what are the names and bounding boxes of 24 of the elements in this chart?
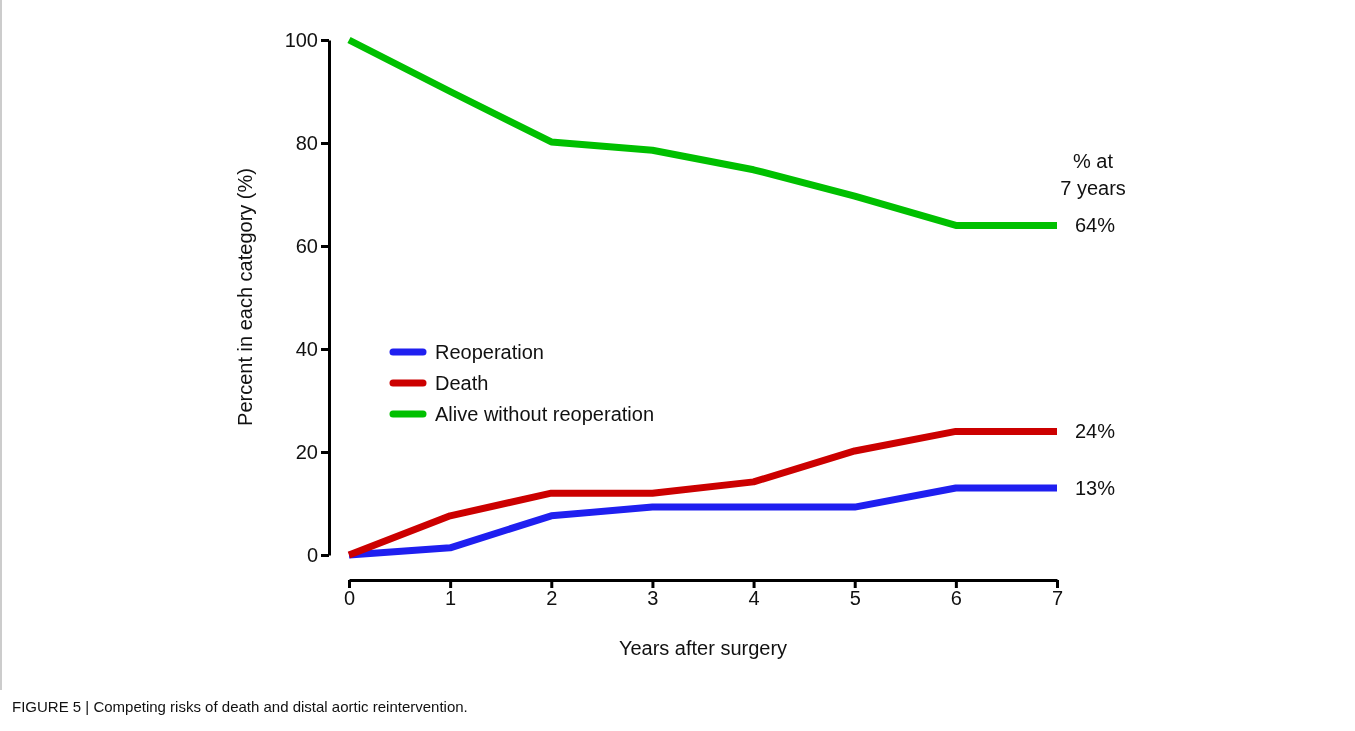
y-tick-label: 0 [306,543,318,566]
x-tick-label: 2 [546,587,558,610]
y-tick-label: 100 [284,28,318,51]
x-tick-label: 0 [343,587,356,610]
x-tick-label: 3 [647,587,659,610]
x-tick-label: 5 [849,587,861,610]
legend-label: Alive without reoperation [435,403,655,425]
caption: FIGURE 5 | Competing risks of death and distal aortic reintervention. [12,698,468,715]
y-tick-label: 60 [295,234,318,257]
y-tick-label: 40 [295,337,318,360]
y-axis-title: Percent in each category (%) [234,168,256,426]
x-tick-label: 4 [748,587,760,610]
data-label: 13% [1075,477,1116,500]
x-tick-label: 7 [1051,587,1064,610]
y-tick-label: 80 [295,131,318,154]
x-tick-label: 1 [445,587,457,610]
text: % at 7 years [1060,150,1126,199]
x-axis-title: Years after surgery [618,637,788,659]
y-tick-label: 20 [295,440,318,463]
legend-label: Death [435,372,489,394]
legend-label: Reoperation [435,341,544,363]
data-label: 64% [1075,214,1116,237]
data-label: 24% [1075,420,1116,443]
x-tick-label: 6 [950,587,962,610]
